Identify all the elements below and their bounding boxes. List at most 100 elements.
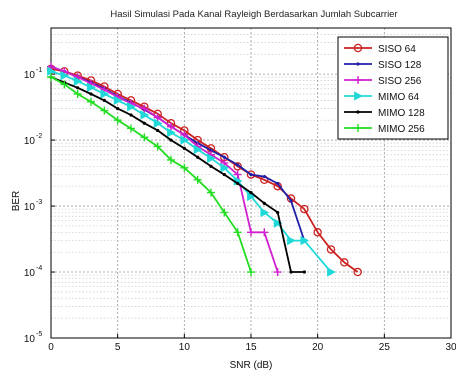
data-point-series-5 [222, 172, 226, 177]
data-point-series-2 [262, 174, 266, 179]
data-point-series-5 [289, 270, 293, 274]
legend-marker [353, 43, 363, 53]
data-point-series-1 [233, 162, 242, 171]
data-point-series-4 [327, 267, 336, 277]
data-point-series-4 [300, 235, 310, 246]
y-tick-exponent: -5 [36, 331, 42, 338]
data-point-series-5 [276, 210, 280, 215]
data-point-series-4 [87, 82, 96, 93]
data-point-series-6 [47, 73, 55, 82]
data-point-series-4 [207, 153, 216, 163]
legend-marker [354, 124, 362, 132]
x-tick-label: 15 [245, 342, 257, 353]
data-point-series-4 [167, 127, 176, 138]
data-point-series-5 [196, 155, 200, 159]
legend-entry-label: MIMO 256 [378, 124, 425, 135]
data-point-series-6 [60, 80, 69, 89]
data-point-series-6 [153, 142, 162, 151]
legend-marker [354, 76, 362, 84]
data-point-series-5 [142, 121, 146, 125]
x-axis-label: SNR (dB) [230, 360, 273, 371]
data-point-series-3 [233, 170, 242, 179]
data-point-series-5 [156, 128, 160, 133]
data-point-series-1 [340, 258, 349, 267]
data-point-series-4 [153, 118, 163, 128]
data-point-series-6 [87, 97, 95, 106]
data-point-series-5 [116, 107, 120, 111]
data-point-series-1 [300, 204, 309, 214]
data-point-series-2 [249, 172, 253, 177]
y-tick-label: 10 [24, 202, 36, 213]
legend-box [337, 36, 449, 140]
x-tick-label: 5 [115, 342, 121, 353]
data-point-series-2 [276, 181, 280, 186]
legend-marker [356, 62, 360, 66]
y-axis-label: BER [11, 191, 22, 212]
data-point-series-6 [140, 133, 149, 142]
y-tick-exponent: -2 [36, 133, 42, 140]
data-point-series-3 [260, 228, 269, 237]
legend-marker [356, 110, 360, 114]
legend-entry-label: SISO 256 [378, 76, 422, 87]
data-point-series-6 [247, 268, 255, 277]
data-point-series-5 [169, 138, 173, 142]
legend-marker [354, 91, 363, 101]
data-point-series-6 [180, 163, 189, 172]
legend-entry-label: MIMO 128 [378, 108, 425, 119]
data-point-series-1 [313, 228, 322, 237]
data-point-series-1 [353, 267, 362, 277]
data-point-series-6 [167, 155, 175, 164]
chart-title: Hasil Simulasi Pada Kanal Rayleigh Berda… [110, 9, 397, 20]
data-point-series-5 [76, 86, 80, 90]
data-point-series-4 [220, 163, 230, 173]
y-tick-exponent: -1 [36, 67, 42, 74]
x-tick-label: 30 [445, 342, 456, 353]
data-point-series-4 [287, 235, 296, 246]
series-line-5 [50, 76, 305, 273]
data-point-series-6 [233, 228, 242, 237]
data-point-series-3 [247, 228, 255, 237]
y-tick-label: 10 [24, 136, 36, 147]
data-point-series-5 [236, 181, 240, 186]
legend-entry-label: SISO 128 [378, 60, 422, 71]
data-point-series-2 [222, 155, 226, 159]
data-point-series-4 [113, 95, 123, 106]
legend: SISO 64 SISO 128 SISO 256 MIMO 64 MIMO 128 MI… [337, 36, 449, 140]
data-point-series-5 [209, 164, 213, 168]
data-point-series-6 [73, 89, 82, 98]
y-tick-exponent: -4 [36, 265, 42, 272]
data-point-series-5 [89, 92, 93, 96]
y-tick-label: 10 [24, 334, 36, 345]
x-tick-label: 25 [379, 342, 391, 353]
series-line-6 [50, 76, 252, 273]
x-tick-label: 20 [312, 342, 324, 353]
data-point-series-5 [302, 270, 306, 274]
y-tick-label: 10 [24, 268, 36, 279]
data-point-series-4 [180, 135, 190, 145]
legend-entry-label: SISO 64 [378, 44, 416, 55]
data-point-series-4 [60, 70, 70, 81]
y-tick-label: 10 [24, 70, 36, 81]
data-point-series-6 [207, 188, 215, 197]
x-tick-label: 10 [179, 342, 191, 353]
data-point-series-5 [129, 113, 133, 117]
data-point-series-2 [236, 163, 240, 167]
data-point-series-4 [260, 207, 270, 218]
data-point-series-4 [273, 218, 283, 228]
data-point-series-6 [113, 116, 122, 125]
data-point-series-4 [247, 191, 256, 202]
data-point-series-2 [209, 148, 213, 152]
data-point-series-5 [249, 190, 253, 195]
data-point-series-3 [273, 268, 282, 277]
data-point-series-1 [326, 245, 336, 254]
data-point-series-2 [289, 199, 293, 203]
data-point-series-4 [73, 76, 83, 86]
data-point-series-3 [167, 122, 175, 131]
data-point-series-4 [193, 144, 203, 155]
legend-entry-label: MIMO 64 [378, 92, 420, 103]
data-point-series-6 [193, 175, 202, 184]
series-line-1 [50, 68, 359, 273]
data-point-series-4 [100, 89, 110, 99]
data-point-series-6 [220, 208, 229, 217]
y-tick-exponent: -3 [36, 199, 42, 206]
